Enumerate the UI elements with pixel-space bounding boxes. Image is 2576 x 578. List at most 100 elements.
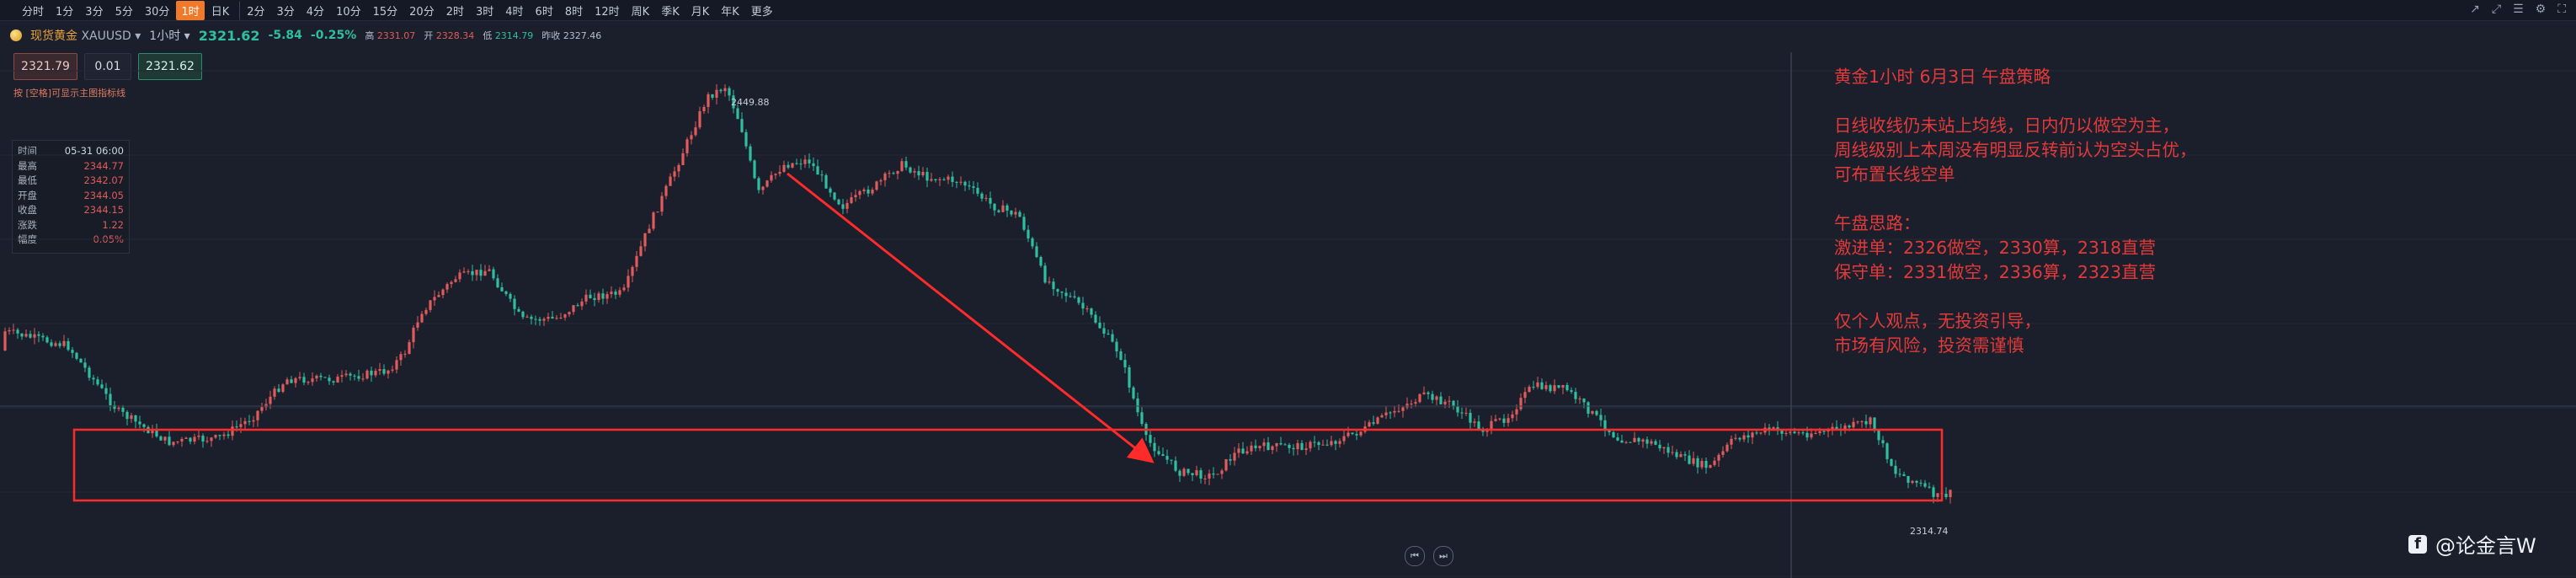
candle-body: [458, 272, 461, 280]
candle-body: [441, 289, 445, 296]
scroll-start-button[interactable]: ⏮: [1405, 546, 1425, 566]
timeframe-7[interactable]: 2分: [239, 0, 269, 20]
candle-body: [1397, 410, 1400, 412]
candle-body: [1641, 439, 1645, 442]
candle-body: [1734, 437, 1737, 439]
timeframe-13[interactable]: 2时: [445, 5, 464, 19]
candle-body: [989, 197, 992, 204]
candle-body: [1599, 415, 1603, 420]
indicator-icon[interactable]: ☰: [2513, 3, 2524, 16]
peak-label: 2449.88: [731, 97, 770, 108]
sell-button[interactable]: 2321.79: [13, 53, 77, 80]
timeframe-12[interactable]: 20分: [409, 5, 435, 19]
candle-body: [365, 370, 369, 379]
candle-body: [1001, 205, 1005, 212]
candle-body: [496, 278, 499, 287]
candle-body: [845, 202, 849, 209]
candle-body: [1835, 426, 1838, 430]
timeframe-22[interactable]: 年K: [721, 5, 739, 19]
candle-body: [1304, 448, 1308, 451]
candle-body: [1132, 387, 1135, 399]
timeframe-17[interactable]: 8时: [564, 5, 584, 19]
candle-body: [1170, 459, 1173, 461]
timeframe-8[interactable]: 3分: [276, 5, 295, 19]
candle-body: [1300, 442, 1304, 451]
timeframe-9[interactable]: 4分: [306, 5, 325, 19]
candle-body: [715, 89, 718, 98]
candle-body: [488, 269, 491, 271]
timeframe-23[interactable]: 更多: [750, 5, 773, 19]
candle-body: [1532, 387, 1535, 388]
candle-body: [277, 388, 280, 393]
timeframe-20[interactable]: 季K: [661, 5, 680, 19]
candle-body: [1805, 432, 1809, 438]
fullscreen-icon[interactable]: ⛶: [2557, 3, 2566, 16]
scroll-end-button[interactable]: ⏭: [1433, 546, 1453, 566]
timeframe-16[interactable]: 6时: [535, 5, 553, 19]
draw-ray-icon[interactable]: ⤢: [2491, 3, 2502, 16]
candle-body: [24, 334, 28, 337]
candle-body: [517, 308, 520, 312]
candle-body: [1683, 454, 1687, 456]
timeframe-2[interactable]: 3分: [85, 5, 104, 19]
settings-icon[interactable]: ⚙: [2535, 3, 2547, 16]
timeframe-5[interactable]: 1时: [176, 0, 205, 20]
candle-body: [1831, 426, 1834, 429]
candle-body: [500, 286, 504, 292]
candle-body: [1275, 443, 1278, 447]
interval-selector[interactable]: 1小时 ▾: [149, 27, 189, 44]
timeframe-15[interactable]: 4时: [505, 5, 524, 19]
candle-body: [1582, 399, 1586, 403]
candle-body: [707, 94, 710, 107]
candle-body: [1199, 470, 1203, 479]
timeframe-6[interactable]: 日K: [211, 5, 230, 19]
candle-body: [155, 429, 158, 436]
candlestick-chart[interactable]: 2449.88 2314.74: [0, 20, 2576, 578]
candle-body: [984, 197, 988, 199]
candle-body: [568, 312, 571, 315]
candle-body: [54, 343, 57, 346]
timeframe-14[interactable]: 3时: [475, 5, 494, 19]
candle-body: [1401, 407, 1405, 411]
candle-body: [1241, 448, 1245, 454]
timeframe-11[interactable]: 15分: [372, 5, 398, 19]
candle-body: [980, 193, 984, 199]
quantity-field[interactable]: 0.01: [84, 53, 131, 80]
chart-tools: ↗ ⤢ ☰ ⚙ ⛶: [2470, 3, 2566, 16]
candle-body: [1224, 459, 1228, 471]
candle-body: [1507, 418, 1510, 423]
open-stat: 开 2328.34: [424, 30, 475, 41]
candle-body: [883, 173, 887, 180]
symbol-selector[interactable]: 现货黄金 XAUUSD ▾: [30, 27, 141, 44]
candle-body: [795, 163, 798, 164]
timeframe-19[interactable]: 周K: [631, 5, 650, 19]
candle-body: [1321, 444, 1325, 446]
buy-button[interactable]: 2321.62: [138, 53, 202, 80]
candle-body: [475, 270, 478, 276]
candle-body: [1713, 460, 1716, 465]
timeframe-0[interactable]: 分时: [22, 5, 45, 19]
candle-body: [1595, 410, 1598, 415]
timeframe-21[interactable]: 月K: [691, 5, 710, 19]
timeframe-18[interactable]: 12时: [595, 5, 620, 19]
timeframe-10[interactable]: 10分: [336, 5, 361, 19]
candle-body: [761, 186, 765, 190]
candle-body: [1645, 439, 1649, 444]
candle-body: [79, 358, 83, 363]
candle-body: [1005, 205, 1009, 211]
draw-line-icon[interactable]: ↗: [2470, 3, 2480, 16]
candle-body: [1111, 334, 1114, 342]
timeframe-4[interactable]: 30分: [144, 5, 170, 19]
candle-body: [1157, 451, 1160, 455]
candle-body: [1245, 451, 1249, 454]
candle-body: [1431, 393, 1434, 400]
candle-body: [525, 316, 529, 318]
timeframe-1[interactable]: 1分: [56, 5, 74, 19]
chevron-down-icon: ▾: [135, 29, 141, 43]
timeframe-3[interactable]: 5分: [115, 5, 133, 19]
candle-body: [180, 438, 184, 442]
candle-body: [1359, 431, 1363, 436]
candle-body: [424, 309, 428, 314]
candle-body: [1692, 458, 1695, 464]
candle-body: [172, 442, 175, 446]
